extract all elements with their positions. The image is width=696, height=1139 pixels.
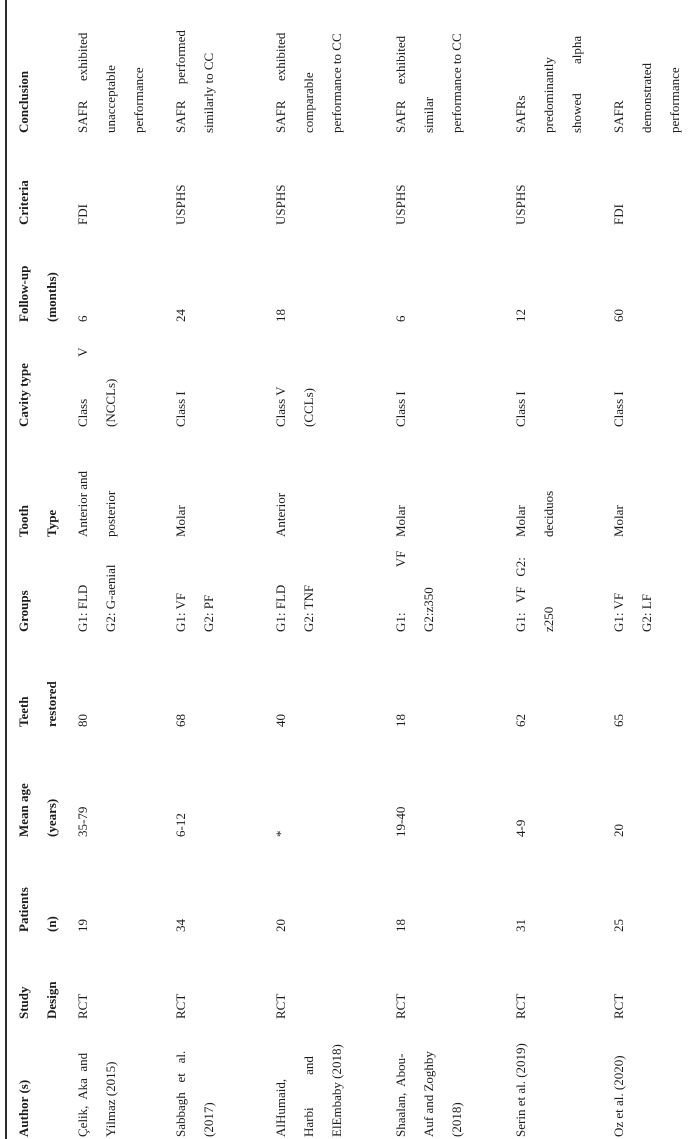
cell-patients: 34: [173, 919, 188, 932]
col-header-groups: Groups: [16, 590, 31, 632]
cell-follow-up: 18: [273, 309, 288, 322]
studies-table: Author (s) Study Design Patients (n) Mean a…: [5, 0, 696, 1139]
col-header-criteria: Criteria: [16, 180, 31, 225]
cell-groups: G1: VF G2: PF: [173, 592, 216, 632]
cell-study-design: RCT: [173, 993, 188, 1019]
col-header-follow-up: Follow-up (months): [16, 265, 59, 322]
cell-author: AlHumaid, Harbi and ElEmbaby (2018): [273, 1044, 344, 1137]
cell-conclusion: SAFR exhibited comparable performance to…: [273, 32, 344, 133]
cell-study-design: RCT: [393, 993, 408, 1019]
cell-tooth-type: Molar: [611, 505, 626, 537]
cell-mean-age: 6-12: [173, 813, 188, 837]
cell-author: Çelik, Aka and Yilmaz (2015): [75, 1052, 118, 1137]
col-header-conclusion: Conclusion: [16, 70, 31, 133]
cell-groups: G1: FLD G2: G-aenial: [75, 564, 118, 632]
cell-teeth-restored: 65: [611, 714, 626, 727]
cell-study-design: RCT: [611, 993, 626, 1019]
cell-conclusion: SAFR performed similarly to CC: [173, 30, 216, 133]
cell-follow-up: 12: [513, 309, 528, 322]
cell-cavity-type: Class I: [393, 391, 408, 427]
cell-teeth-restored: 62: [513, 714, 528, 727]
cell-teeth-restored: 18: [393, 714, 408, 727]
col-header-patients: Patients (n): [16, 887, 59, 932]
cell-follow-up: 60: [611, 309, 626, 322]
cell-cavity-type: Class I: [513, 391, 528, 427]
table-body: Çelik, Aka and Yilmaz (2015) RCT 19 35-79 80…: [66, 0, 696, 1139]
cell-tooth-type: Anterior: [273, 492, 288, 537]
cell-groups: G1: VF G2: LF: [611, 592, 654, 632]
table-row: AlHumaid, Harbi and ElEmbaby (2018) RCT 20…: [264, 0, 384, 1139]
cell-study-design: RCT: [75, 993, 90, 1019]
cell-groups: G1: VF G2: z250: [513, 557, 556, 632]
cell-groups: G1: VF G2:z350: [393, 550, 436, 632]
table-row: Çelik, Aka and Yilmaz (2015) RCT 19 35-79 80…: [66, 0, 164, 1139]
cell-cavity-type: Class I: [611, 391, 626, 427]
header-row: Author (s) Study Design Patients (n) Mean a…: [6, 0, 66, 1139]
cell-teeth-restored: 40: [273, 714, 288, 727]
cell-conclusion: SAFR exhibited similar performance to CC: [393, 33, 464, 133]
cell-criteria: FDI: [75, 204, 90, 225]
cell-mean-age: 35-79: [75, 806, 90, 837]
cell-teeth-restored: 80: [75, 714, 90, 727]
cell-patients: 19: [75, 919, 90, 932]
cell-patients: 31: [513, 919, 528, 932]
cell-criteria: USPHS: [173, 184, 188, 225]
cell-mean-age: 4-9: [513, 819, 528, 837]
col-header-tooth-type: Tooth Type: [16, 504, 59, 537]
table-row: Oz et al. (2020) RCT 25 20 65 G1: VF G2: LF Mo…: [602, 0, 696, 1139]
cell-patients: 18: [393, 919, 408, 932]
cell-tooth-type: Anterior and posterior: [75, 470, 118, 537]
table-header: Author (s) Study Design Patients (n) Mean a…: [6, 0, 66, 1139]
cell-patients: 25: [611, 919, 626, 932]
cell-cavity-type: Class V (CCLs): [273, 386, 316, 427]
col-header-teeth-restored: Teeth restored: [16, 681, 59, 727]
cell-conclusion: SAFRs predominantly showed alpha: [513, 35, 584, 133]
col-header-cavity-type: Cavity type: [16, 363, 31, 427]
cell-conclusion: SAFR demonstrated performance: [611, 62, 682, 133]
cell-groups: G1: FLD G2: TNF: [273, 584, 316, 632]
cell-criteria: USPHS: [393, 184, 408, 225]
cell-mean-age: 19-40: [393, 806, 408, 837]
cell-tooth-type: Molar: [173, 505, 188, 537]
cell-tooth-type: Molar: [393, 505, 408, 537]
col-header-study-design: Study Design: [16, 981, 59, 1019]
cell-cavity-type: Class I: [173, 391, 188, 427]
cell-cavity-type: Class V (NCCLs): [75, 347, 118, 427]
cell-follow-up: 24: [173, 309, 188, 322]
cell-author: Serin et al. (2019): [513, 1043, 528, 1137]
cell-follow-up: 6: [75, 315, 90, 323]
table-row: Shaalan, Abou- Auf and Zoghby (2018) RCT 1…: [384, 0, 504, 1139]
cell-mean-age: *: [273, 830, 288, 838]
table-row: Serin et al. (2019) RCT 31 4-9 62 G1: VF G2: …: [504, 0, 602, 1139]
cell-teeth-restored: 68: [173, 714, 188, 727]
cell-study-design: RCT: [513, 993, 528, 1019]
cell-author: Shaalan, Abou- Auf and Zoghby (2018): [393, 1051, 464, 1137]
cell-criteria: USPHS: [273, 184, 288, 225]
col-header-mean-age: Mean age (years): [16, 783, 59, 837]
cell-tooth-type: Molar deciduos: [513, 490, 556, 537]
col-header-author: Author (s): [16, 1079, 31, 1137]
cell-author: Sabbagh et al. (2017): [173, 1050, 216, 1137]
cell-criteria: USPHS: [513, 184, 528, 225]
cell-mean-age: 20: [611, 824, 626, 837]
cell-patients: 20: [273, 919, 288, 932]
cell-conclusion: SAFR exhibited unacceptable performance: [75, 32, 146, 133]
cell-author: Oz et al. (2020): [611, 1055, 626, 1137]
table-row: Sabbagh et al. (2017) RCT 34 6-12 68 G1: VF G…: [164, 0, 264, 1139]
cell-study-design: RCT: [273, 993, 288, 1019]
cell-criteria: FDI: [611, 204, 626, 225]
cell-follow-up: 6: [393, 315, 408, 323]
